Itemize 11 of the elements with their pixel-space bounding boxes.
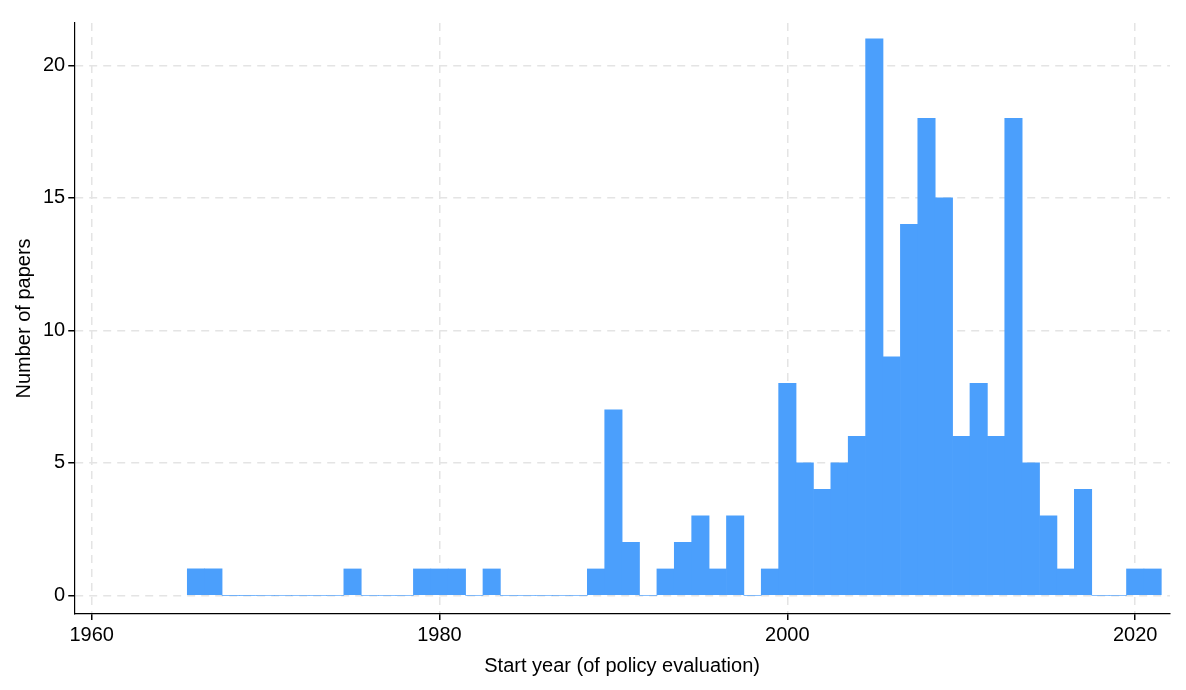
y-tick-label: 0	[54, 582, 66, 605]
x-tick-label: 2000	[765, 622, 810, 645]
x-tick-label: 2020	[1112, 622, 1158, 645]
y-tick-label: 15	[43, 185, 66, 208]
y-tick-label: 10	[43, 317, 66, 340]
y-tick-label: 5	[54, 450, 66, 473]
x-tick-label: 1980	[417, 622, 462, 645]
x-tick-label: 1960	[69, 622, 114, 645]
x-axis-title: Start year (of policy evaluation)	[484, 653, 760, 676]
y-axis-title: Number of papers	[11, 238, 34, 399]
y-tick-label: 20	[43, 52, 66, 75]
